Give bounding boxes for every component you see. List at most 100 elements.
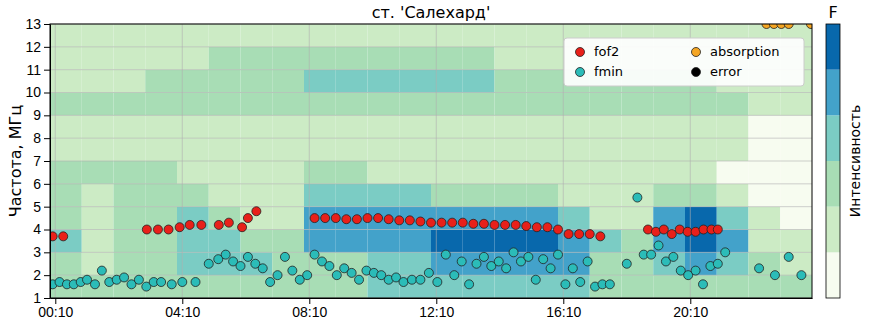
point-fmin [784, 252, 793, 261]
point-fmin [509, 248, 518, 257]
heatmap-cell [209, 47, 241, 70]
heatmap-cell [368, 230, 400, 253]
title: ст. 'Салехард' [372, 3, 491, 22]
heatmap-cell [50, 93, 82, 116]
heatmap-cell [495, 184, 527, 207]
heatmap-cell [336, 115, 368, 138]
heatmap-cell [177, 115, 209, 138]
heatmap-cell [209, 115, 241, 138]
y-tick-mark [44, 161, 50, 162]
point-absorption [806, 24, 812, 29]
point-fmin [288, 266, 297, 275]
point-fof2 [384, 215, 393, 224]
heatmap-cell [526, 161, 558, 184]
point-fmin [561, 280, 570, 289]
point-fmin [546, 264, 555, 273]
point-fmin [97, 266, 106, 275]
x-tick: 08:10 [292, 298, 327, 320]
y-tick-label: 12 [25, 39, 41, 55]
point-fmin [83, 275, 92, 284]
legend-marker [692, 68, 701, 77]
x-axis: 00:1004:1008:1012:1016:1020:10 [38, 298, 812, 320]
x-tick-label: 20:10 [673, 304, 708, 320]
heatmap-cell [145, 70, 177, 93]
y-tick-label: 9 [33, 107, 41, 123]
y-tick: 12 [25, 39, 50, 55]
heatmap-cell [82, 138, 114, 161]
legend-label: fmin [594, 64, 623, 79]
heatmap-cell [495, 24, 527, 47]
point-fmin [691, 266, 700, 275]
heatmap-cell [114, 252, 146, 275]
heatmap-cell [526, 70, 558, 93]
heatmap-cell [463, 230, 495, 253]
point-fof2 [352, 215, 361, 224]
heatmap-cell [177, 24, 209, 47]
colorbar-band [826, 70, 840, 116]
heatmap-cell [622, 93, 654, 116]
point-fof2 [153, 225, 162, 234]
heatmap-cell [685, 115, 717, 138]
heatmap-cell [82, 115, 114, 138]
heatmap-cell [114, 47, 146, 70]
grid-line [50, 115, 812, 116]
heatmap-cell [399, 207, 431, 230]
point-fmin [524, 252, 533, 261]
point-fof2 [185, 220, 194, 229]
heatmap-cell [558, 138, 590, 161]
y-tick-mark [44, 47, 50, 48]
point-fmin [266, 278, 275, 287]
heatmap-cell [526, 275, 558, 298]
y-tick: 4 [33, 221, 50, 237]
point-fmin [303, 271, 312, 280]
heatmap-cell [304, 24, 336, 47]
legend-box [564, 38, 804, 86]
point-fof2 [448, 218, 457, 227]
x-tick: 00:10 [38, 298, 73, 320]
heatmap-cell [50, 161, 82, 184]
point-fmin [797, 271, 806, 280]
heatmap-cell [558, 207, 590, 230]
y-tick: 13 [25, 16, 50, 32]
point-fof2 [310, 214, 319, 223]
heatmap-cell [399, 184, 431, 207]
heatmap-cell [780, 275, 812, 298]
heatmap-cell [304, 70, 336, 93]
point-fmin [280, 252, 289, 261]
grid-line [50, 183, 812, 184]
heatmap-cell [780, 93, 812, 116]
y-tick-mark [44, 24, 50, 25]
point-fof2 [490, 220, 499, 229]
heatmap-cell [558, 184, 590, 207]
heatmap-cell [82, 184, 114, 207]
heatmap-cell [336, 275, 368, 298]
heatmap-cell [114, 161, 146, 184]
x-tick-label: 00:10 [38, 304, 73, 320]
heatmap-cell [749, 138, 781, 161]
y-tick-mark [44, 230, 50, 231]
point-fof2 [585, 230, 594, 239]
point-fof2 [342, 215, 351, 224]
y-axis-title: Частота, МГц [6, 105, 25, 218]
heatmap-cell [241, 93, 273, 116]
heatmap-cell [368, 184, 400, 207]
y-tick: 11 [26, 62, 50, 78]
legend-marker [576, 68, 585, 77]
point-fof2 [50, 232, 57, 241]
point-fmin [355, 275, 364, 284]
heatmap-cell [399, 24, 431, 47]
heatmap-cell [336, 161, 368, 184]
heatmap-cell [82, 252, 114, 275]
point-fmin [258, 264, 267, 273]
point-fof2 [416, 217, 425, 226]
point-fof2 [224, 218, 233, 227]
heatmap-cell [622, 138, 654, 161]
heatmap-cell [114, 184, 146, 207]
heatmap-cell [653, 138, 685, 161]
heatmap-cell [526, 24, 558, 47]
point-fmin [554, 250, 563, 259]
grid-line [50, 206, 812, 207]
point-fof2 [59, 232, 68, 241]
point-fmin [669, 252, 678, 261]
y-tick-label: 5 [33, 199, 41, 215]
